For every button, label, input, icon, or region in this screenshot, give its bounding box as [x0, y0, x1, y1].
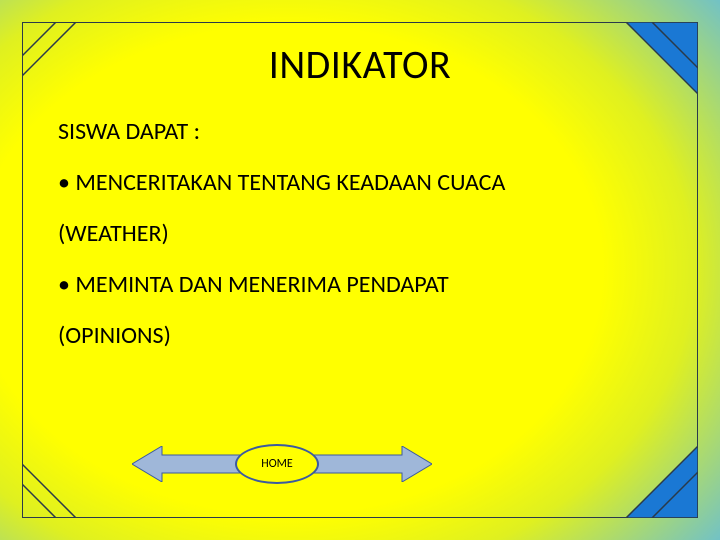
prev-arrow-button[interactable]	[132, 446, 250, 482]
bullet-line: • MENCERITAKAN TENTANG KEADAAN CUACA	[58, 168, 662, 197]
subtitle: SISWA DAPAT :	[58, 117, 662, 146]
slide: INDIKATOR SISWA DAPAT : • MENCERITAKAN T…	[0, 0, 720, 540]
next-arrow-button[interactable]	[304, 446, 422, 482]
nav-control: HOME	[132, 440, 422, 488]
home-button[interactable]: HOME	[235, 444, 319, 484]
bullet-line: (WEATHER)	[58, 219, 662, 248]
bullet-line: (OPINIONS)	[58, 321, 662, 350]
home-label: HOME	[261, 457, 293, 471]
nav-wrap: HOME	[132, 440, 422, 488]
bullet-line: • MEMINTA DAN MENERIMA PENDAPAT	[58, 270, 662, 299]
slide-title: INDIKATOR	[58, 40, 662, 89]
